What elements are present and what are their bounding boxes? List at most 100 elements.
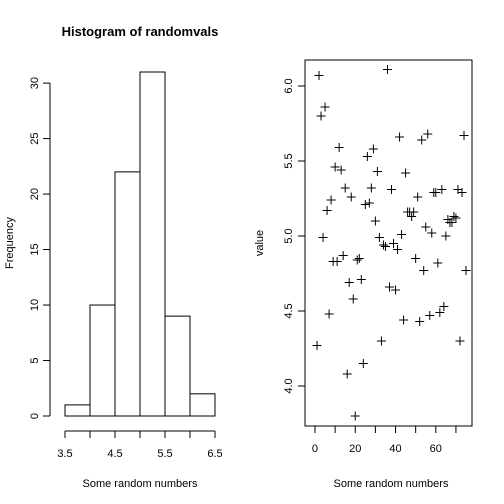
scatter-point bbox=[415, 317, 425, 326]
scatter-x-axis: 0 20 40 60 bbox=[312, 425, 457, 455]
scatter-point bbox=[368, 144, 378, 154]
scatter-point bbox=[421, 222, 431, 232]
scatter-points bbox=[312, 65, 471, 421]
scatter-point bbox=[364, 198, 374, 208]
scatter-point bbox=[437, 185, 447, 194]
scatter-point bbox=[366, 183, 376, 193]
scatter-point bbox=[447, 218, 457, 227]
scatter-panel: Some random numbers value 0 20 40 60 4.0 4.5… bbox=[254, 59, 473, 490]
scatter-point bbox=[423, 129, 433, 139]
scatter-point bbox=[399, 315, 409, 325]
scatter-point bbox=[346, 192, 356, 202]
histogram-y-axis: 0 5 10 15 20 25 30 bbox=[29, 77, 51, 419]
histogram-y-tick-label: 10 bbox=[29, 299, 41, 311]
histogram-bar bbox=[114, 171, 141, 417]
scatter-point bbox=[441, 231, 451, 241]
histogram-bars bbox=[64, 71, 216, 417]
scatter-point bbox=[376, 336, 386, 346]
scatter-x-tick-label: 60 bbox=[430, 443, 442, 455]
scatter-point bbox=[384, 282, 394, 292]
histogram-y-tick-label: 25 bbox=[29, 132, 41, 144]
scatter-point bbox=[318, 233, 328, 242]
scatter-point bbox=[449, 212, 459, 221]
scatter-point bbox=[393, 245, 403, 254]
scatter-point bbox=[354, 254, 364, 263]
scatter-point bbox=[419, 266, 429, 275]
scatter-point bbox=[322, 206, 332, 215]
scatter-point bbox=[451, 213, 461, 223]
scatter-point bbox=[427, 228, 437, 238]
scatter-point bbox=[316, 111, 326, 121]
scatter-point bbox=[439, 302, 449, 311]
scatter-y-tick-label: 6.0 bbox=[283, 78, 295, 93]
scatter-point bbox=[380, 242, 390, 251]
scatter-point bbox=[336, 165, 346, 175]
scatter-y-tick-label: 4.5 bbox=[283, 303, 295, 318]
scatter-point bbox=[362, 152, 372, 161]
scatter-point bbox=[338, 251, 348, 260]
histogram-x-tick-label: 3.5 bbox=[57, 448, 72, 460]
scatter-point bbox=[409, 207, 419, 217]
scatter-point bbox=[334, 143, 344, 152]
scatter-x-axis-title: Some random numbers bbox=[334, 478, 449, 490]
histogram-bar bbox=[139, 71, 166, 417]
histogram-x-tick-label: 5.5 bbox=[157, 448, 172, 460]
scatter-point bbox=[382, 65, 392, 74]
scatter-y-tick-label: 4.0 bbox=[283, 378, 295, 393]
scatter-x-tick-label: 40 bbox=[389, 443, 401, 455]
scatter-x-tick-label: 0 bbox=[312, 443, 318, 455]
scatter-point bbox=[389, 239, 399, 248]
scatter-point bbox=[360, 200, 370, 209]
histogram-bar bbox=[189, 393, 216, 417]
scatter-point bbox=[324, 309, 334, 319]
histogram-y-axis-title: Frequency bbox=[4, 217, 16, 269]
scatter-x-tick-label: 20 bbox=[349, 443, 361, 455]
scatter-point bbox=[312, 341, 322, 350]
scatter-point bbox=[350, 411, 360, 421]
histogram-y-tick-label: 0 bbox=[29, 413, 41, 419]
scatter-y-axis: 4.0 4.5 5.0 5.5 6.0 bbox=[283, 78, 306, 394]
scatter-point bbox=[411, 254, 421, 263]
scatter-point bbox=[374, 233, 384, 242]
histogram-x-tick-label: 6.5 bbox=[207, 448, 222, 460]
scatter-point bbox=[387, 185, 396, 194]
scatter-point bbox=[344, 278, 354, 287]
histogram-bar bbox=[89, 304, 116, 417]
scatter-point bbox=[435, 308, 445, 317]
scatter-point bbox=[425, 311, 435, 320]
scatter-point bbox=[342, 369, 352, 379]
scatter-point bbox=[326, 195, 336, 205]
scatter-point bbox=[413, 192, 423, 202]
histogram-bar bbox=[164, 315, 191, 417]
scatter-point bbox=[457, 188, 467, 197]
scatter-point bbox=[378, 240, 388, 250]
scatter-point bbox=[348, 294, 358, 304]
scatter-point bbox=[431, 188, 441, 197]
histogram-x-axis-title: Some random numbers bbox=[83, 478, 198, 490]
scatter-point bbox=[320, 102, 330, 112]
histogram-x-tick-label: 4.5 bbox=[107, 448, 122, 460]
histogram-y-tick-label: 5 bbox=[29, 357, 41, 363]
scatter-point bbox=[459, 131, 469, 140]
scatter-point bbox=[330, 162, 340, 172]
scatter-point bbox=[401, 168, 411, 178]
scatter-point bbox=[370, 216, 380, 226]
histogram-y-tick-label: 15 bbox=[29, 243, 41, 255]
scatter-point bbox=[455, 336, 465, 346]
histogram-panel: Histogram of randomvals Some random numb… bbox=[4, 24, 223, 490]
histogram-title: Histogram of randomvals bbox=[62, 24, 219, 39]
scatter-point bbox=[433, 258, 443, 268]
scatter-point bbox=[372, 167, 382, 176]
scatter-point bbox=[391, 285, 401, 295]
scatter-y-tick-label: 5.5 bbox=[283, 153, 295, 168]
histogram-x-axis: 3.5 4.5 5.5 6.5 bbox=[57, 430, 223, 460]
scatter-point bbox=[352, 255, 362, 265]
histogram-y-tick-label: 30 bbox=[29, 77, 41, 89]
scatter-point bbox=[417, 135, 427, 145]
scatter-point bbox=[407, 212, 417, 221]
scatter-point bbox=[332, 257, 342, 266]
scatter-plot-frame bbox=[304, 59, 473, 427]
scatter-y-axis-title: value bbox=[254, 230, 266, 256]
scatter-point bbox=[461, 266, 471, 275]
